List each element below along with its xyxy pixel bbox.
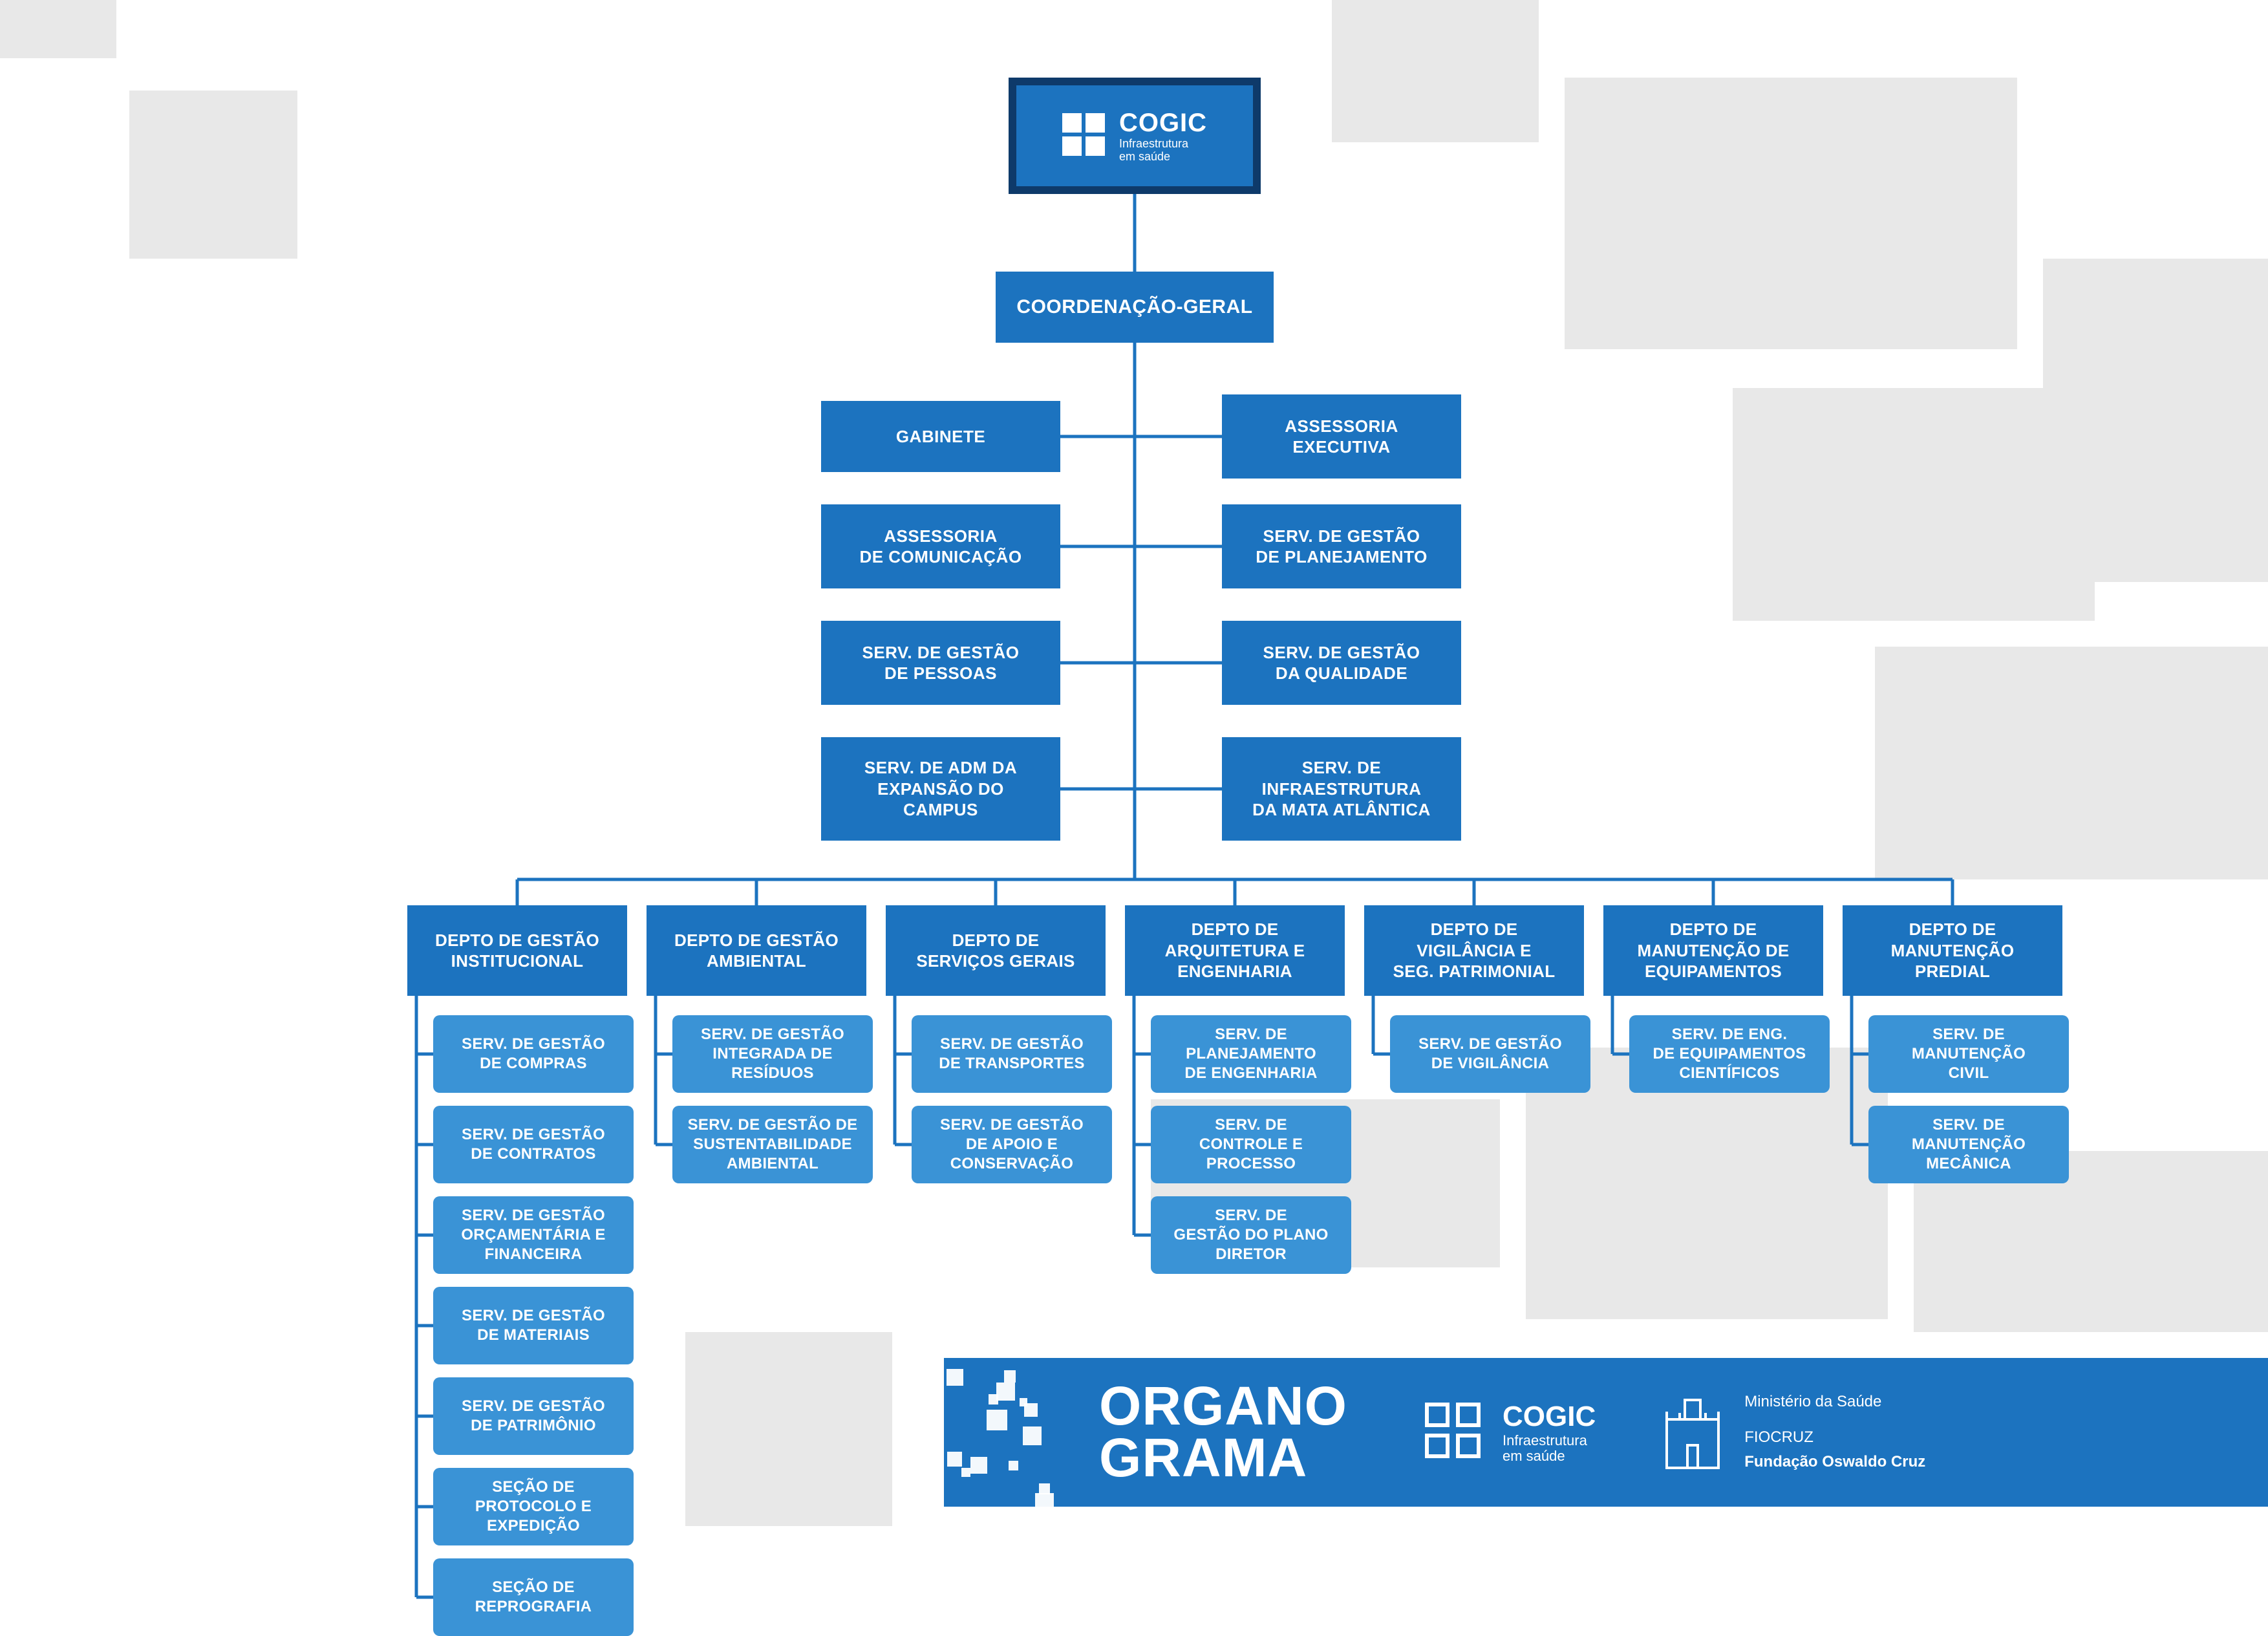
logo-sub2: em saúde [1119, 151, 1207, 164]
service-0-2: SERV. DE GESTÃOORÇAMENTÁRIA EFINANCEIRA [433, 1196, 634, 1274]
service-0-3: SERV. DE GESTÃODE MATERIAIS [433, 1287, 634, 1364]
service-6-0: SERV. DEMANUTENÇÃOCIVIL [1868, 1015, 2069, 1093]
service-0-1: SERV. DE GESTÃODE CONTRATOS [433, 1106, 634, 1183]
footer-logo-sub2: em saúde [1503, 1448, 1596, 1464]
department-6: DEPTO DEMANUTENÇÃOPREDIAL [1843, 905, 2062, 996]
fiocruz-label-1: FIOCRUZ [1744, 1425, 1925, 1450]
staff-right-2: SERV. DE GESTÃODA QUALIDADE [1222, 621, 1461, 705]
footer-logo-group: COGICInfraestruturaem saúde [1425, 1401, 1596, 1464]
logo-sub1: Infraestrutura [1119, 138, 1207, 151]
footer-logo-title: COGIC [1503, 1401, 1596, 1433]
footer-title: ORGANOGRAMA [1099, 1381, 1347, 1484]
fiocruz-castle-icon [1660, 1394, 1725, 1471]
service-0-5: SEÇÃO DEPROTOCOLO EEXPEDIÇÃO [433, 1468, 634, 1545]
footer-logo-icon [1425, 1403, 1484, 1462]
staff-left-2: SERV. DE GESTÃODE PESSOAS [821, 621, 1060, 705]
service-5-0: SERV. DE ENG.DE EQUIPAMENTOSCIENTÍFICOS [1629, 1015, 1830, 1093]
staff-left-3: SERV. DE ADM DAEXPANSÃO DOCAMPUS [821, 737, 1060, 841]
footer-ministry: Ministério da Saúde FIOCRUZFundação Oswal… [1744, 1390, 1925, 1474]
cogic-logo-box: COGICInfraestruturaem saúde [1009, 78, 1261, 194]
cogic-logo-icon [1062, 113, 1107, 158]
department-2: DEPTO DESERVIÇOS GERAIS [886, 905, 1106, 996]
service-3-2: SERV. DEGESTÃO DO PLANODIRETOR [1151, 1196, 1351, 1274]
service-1-0: SERV. DE GESTÃOINTEGRADA DERESÍDUOS [672, 1015, 873, 1093]
coordenacao-geral: COORDENAÇÃO-GERAL [996, 272, 1274, 343]
staff-right-1: SERV. DE GESTÃODE PLANEJAMENTO [1222, 504, 1461, 588]
footer-decoration-icon [944, 1358, 1060, 1507]
staff-left-1: ASSESSORIADE COMUNICAÇÃO [821, 504, 1060, 588]
service-2-0: SERV. DE GESTÃODE TRANSPORTES [912, 1015, 1112, 1093]
fiocruz-label-2: Fundação Oswaldo Cruz [1744, 1450, 1925, 1474]
service-4-0: SERV. DE GESTÃODE VIGILÂNCIA [1390, 1015, 1590, 1093]
staff-left-0: GABINETE [821, 401, 1060, 472]
footer-logo-text: COGICInfraestruturaem saúde [1503, 1401, 1596, 1464]
org-chart: COGICInfraestruturaem saúdeCOORDENAÇÃO-G… [0, 0, 2268, 1604]
ministry-label: Ministério da Saúde [1744, 1390, 1925, 1414]
service-0-0: SERV. DE GESTÃODE COMPRAS [433, 1015, 634, 1093]
footer-title-line1: ORGANO [1099, 1381, 1347, 1432]
service-3-1: SERV. DECONTROLE EPROCESSO [1151, 1106, 1351, 1183]
department-1: DEPTO DE GESTÃOAMBIENTAL [647, 905, 866, 996]
department-5: DEPTO DEMANUTENÇÃO DEEQUIPAMENTOS [1603, 905, 1823, 996]
logo-title: COGIC [1119, 109, 1207, 138]
staff-right-3: SERV. DEINFRAESTRUTURADA MATA ATLÂNTICA [1222, 737, 1461, 841]
department-0: DEPTO DE GESTÃOINSTITUCIONAL [407, 905, 627, 996]
service-6-1: SERV. DEMANUTENÇÃOMECÂNICA [1868, 1106, 2069, 1183]
service-1-1: SERV. DE GESTÃO DESUSTENTABILIDADEAMBIEN… [672, 1106, 873, 1183]
service-0-4: SERV. DE GESTÃODE PATRIMÔNIO [433, 1377, 634, 1455]
service-2-1: SERV. DE GESTÃODE APOIO ECONSERVAÇÃO [912, 1106, 1112, 1183]
service-0-6: SEÇÃO DEREPROGRAFIA [433, 1558, 634, 1636]
footer-logo-sub1: Infraestrutura [1503, 1433, 1596, 1448]
cogic-logo-text: COGICInfraestruturaem saúde [1119, 109, 1207, 164]
footer-title-line2: GRAMA [1099, 1432, 1347, 1484]
footer-bar: ORGANOGRAMA COGICInfraestruturaem saúde Mi… [944, 1358, 2268, 1507]
department-4: DEPTO DEVIGILÂNCIA ESEG. PATRIMONIAL [1364, 905, 1584, 996]
department-3: DEPTO DEARQUITETURA EENGENHARIA [1125, 905, 1345, 996]
staff-right-0: ASSESSORIAEXECUTIVA [1222, 394, 1461, 479]
service-3-0: SERV. DEPLANEJAMENTODE ENGENHARIA [1151, 1015, 1351, 1093]
